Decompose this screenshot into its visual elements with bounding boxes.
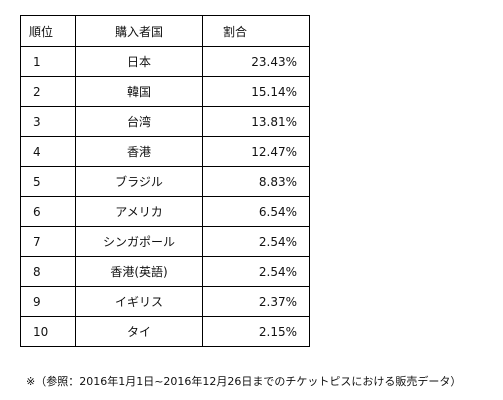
country-cell: 日本	[75, 46, 203, 77]
footnote: ※（参照：2016年1月1日~2016年12月26日までのチケットピスにおける販…	[26, 375, 462, 388]
rank-cell: 6	[20, 196, 76, 227]
country-cell: タイ	[75, 316, 203, 347]
table-row: 2 韓国 15.14%	[20, 76, 310, 107]
table-row: 8 香港(英語) 2.54%	[20, 256, 310, 287]
ranking-table: 順位 購入者国 割合 1 日本 23.43% 2 韓国 15.14% 3 台湾 …	[20, 15, 310, 347]
share-cell: 2.37%	[202, 286, 310, 317]
country-cell: 韓国	[75, 76, 203, 107]
header-country: 購入者国	[75, 15, 203, 47]
rank-cell: 1	[20, 46, 76, 77]
share-cell: 8.83%	[202, 166, 310, 197]
share-cell: 2.54%	[202, 226, 310, 257]
country-cell: イギリス	[75, 286, 203, 317]
country-cell: ブラジル	[75, 166, 203, 197]
table-row: 5 ブラジル 8.83%	[20, 166, 310, 197]
rank-cell: 2	[20, 76, 76, 107]
share-cell: 13.81%	[202, 106, 310, 137]
country-cell: シンガポール	[75, 226, 203, 257]
country-cell: 台湾	[75, 106, 203, 137]
table-row: 3 台湾 13.81%	[20, 106, 310, 137]
table-row: 1 日本 23.43%	[20, 46, 310, 77]
rank-cell: 4	[20, 136, 76, 167]
share-cell: 6.54%	[202, 196, 310, 227]
table-row: 9 イギリス 2.37%	[20, 286, 310, 317]
share-cell: 23.43%	[202, 46, 310, 77]
rank-cell: 5	[20, 166, 76, 197]
share-cell: 12.47%	[202, 136, 310, 167]
header-share: 割合	[202, 15, 310, 47]
rank-cell: 10	[20, 316, 76, 347]
country-cell: 香港	[75, 136, 203, 167]
table-header-row: 順位 購入者国 割合	[20, 15, 310, 47]
table-row: 4 香港 12.47%	[20, 136, 310, 167]
rank-cell: 8	[20, 256, 76, 287]
table-row: 6 アメリカ 6.54%	[20, 196, 310, 227]
table-row: 10 タイ 2.15%	[20, 316, 310, 347]
country-cell: 香港(英語)	[75, 256, 203, 287]
country-cell: アメリカ	[75, 196, 203, 227]
rank-cell: 9	[20, 286, 76, 317]
share-cell: 2.15%	[202, 316, 310, 347]
rank-cell: 3	[20, 106, 76, 137]
rank-cell: 7	[20, 226, 76, 257]
share-cell: 2.54%	[202, 256, 310, 287]
share-cell: 15.14%	[202, 76, 310, 107]
header-rank: 順位	[20, 15, 76, 47]
table-row: 7 シンガポール 2.54%	[20, 226, 310, 257]
